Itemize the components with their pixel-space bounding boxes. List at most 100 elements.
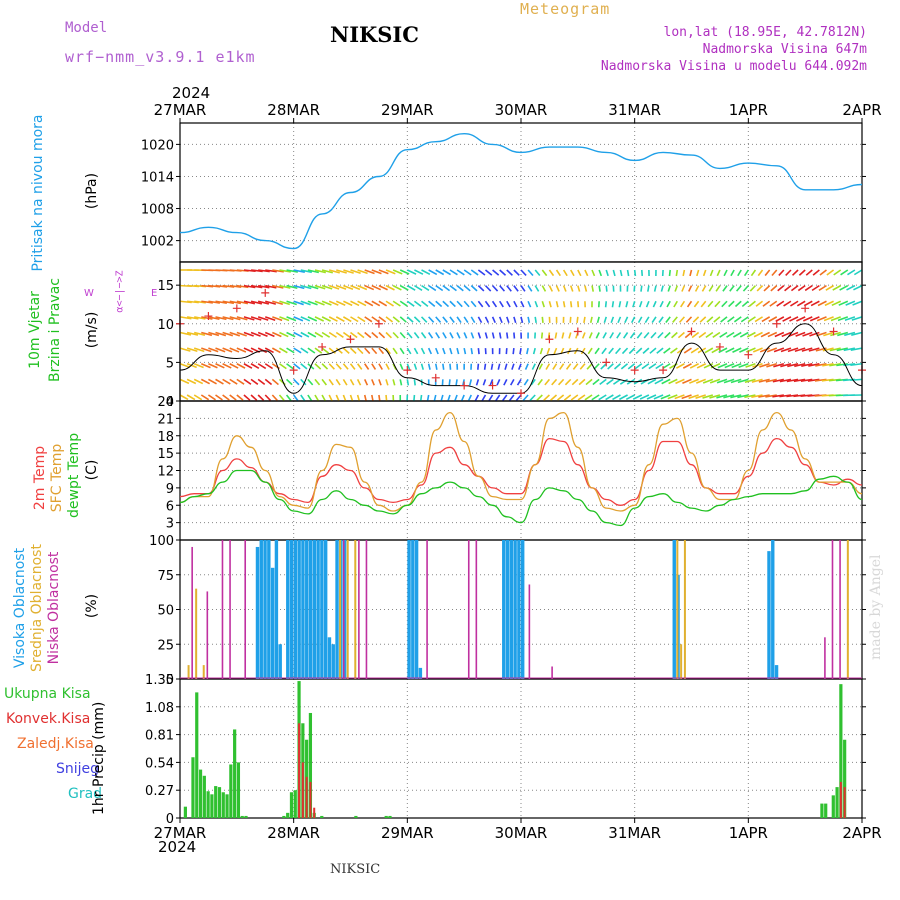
- wind-arrow: [448, 379, 451, 386]
- wind-arrow: [378, 331, 386, 339]
- wind-arrow: [786, 378, 799, 383]
- wind-arrow: [829, 347, 841, 352]
- wind-arrow: [786, 394, 799, 398]
- wind-arrow: [222, 363, 232, 369]
- wind-arrow: [548, 269, 555, 277]
- wind-arrow: [653, 285, 657, 292]
- wind-arrow: [808, 362, 820, 367]
- cloud-mid-bar: [354, 540, 357, 679]
- wind-arrow: [702, 378, 714, 384]
- wind-arrow: [613, 363, 621, 370]
- precip-total-bar: [183, 806, 187, 818]
- wind-arrow: [637, 316, 643, 324]
- wind-arrow: [293, 394, 299, 402]
- wind-arrow: [553, 347, 558, 355]
- wind-arrow: [598, 394, 607, 401]
- wind-arrow: [350, 300, 360, 307]
- wind-arrow: [822, 347, 834, 352]
- wind-arrow: [229, 363, 239, 369]
- wind-arrow: [399, 347, 405, 355]
- wind-arrow: [608, 347, 614, 355]
- precip-total-bar: [286, 812, 290, 818]
- wind-arrow: [816, 316, 827, 322]
- wind-arrow: [729, 285, 735, 292]
- wind-arrow: [577, 394, 586, 401]
- wind-arrow: [222, 347, 233, 353]
- temp-2m-line: [179, 437, 863, 506]
- precip-total-bar: [320, 815, 324, 818]
- wind-arrow: [257, 347, 268, 354]
- precip-total-bar: [221, 792, 225, 818]
- y-tick-label: 12: [157, 465, 174, 480]
- wind-arrow: [740, 316, 749, 323]
- wind-arrow: [662, 363, 671, 370]
- wind-arrow: [655, 363, 664, 370]
- wind-arrow: [179, 394, 189, 401]
- y-tick-label: 1020: [141, 138, 174, 153]
- y-tick-label: 21: [157, 412, 174, 427]
- wind-arrow: [186, 316, 199, 320]
- wind-arrow: [186, 347, 198, 353]
- wind-arrow: [442, 332, 447, 339]
- wind-arrow: [696, 269, 700, 277]
- wind-arrow: [300, 378, 307, 386]
- wind-arrow: [725, 347, 735, 354]
- wind-arrow: [293, 363, 301, 370]
- wind-arrow: [562, 285, 567, 292]
- wind-arrow: [392, 316, 400, 323]
- wind-arrow: [357, 284, 368, 291]
- wind-arrow: [385, 347, 391, 355]
- wind-arrow: [385, 316, 394, 323]
- wind-gust-marker: [687, 327, 696, 336]
- wind-arrow: [378, 363, 383, 370]
- wind-arrow: [754, 316, 763, 323]
- wind-arrow: [508, 394, 515, 402]
- wind-arrow: [850, 378, 863, 382]
- wind-arrow: [801, 362, 813, 367]
- wind-arrow: [794, 347, 806, 352]
- wind-arrow: [823, 331, 834, 337]
- wind-arrow: [194, 300, 206, 304]
- wind-gust-marker: [204, 312, 213, 321]
- wind-arrow: [456, 332, 461, 339]
- wind-arrow: [236, 378, 245, 385]
- wind-arrow: [634, 363, 643, 370]
- wind-arrow: [442, 347, 446, 355]
- wind-arrow: [392, 379, 396, 386]
- wind-arrow: [605, 269, 609, 277]
- wind-arrow: [335, 316, 345, 323]
- wind-arrow: [435, 300, 443, 308]
- wind-arrow: [650, 331, 657, 339]
- wind-gust-marker: [545, 335, 554, 344]
- wind-arrow: [321, 300, 332, 306]
- wind-arrow: [293, 331, 303, 338]
- wind-arrow: [698, 331, 707, 339]
- wind-arrow: [612, 394, 621, 401]
- wind-arrow: [293, 284, 305, 290]
- wind-arrow: [809, 316, 820, 322]
- wind-arrow: [293, 300, 304, 306]
- wind-arrow: [335, 331, 344, 338]
- wind-arrow: [502, 394, 508, 402]
- wind-arrow: [763, 285, 771, 292]
- wind-arrow: [683, 347, 692, 354]
- wind-arrow: [426, 394, 430, 402]
- cloud-high-bar: [502, 540, 506, 679]
- wind-arrow: [321, 284, 333, 290]
- wind-arrow: [222, 316, 234, 321]
- wind-arrow: [559, 363, 565, 370]
- wind-arrow: [750, 269, 757, 277]
- cloud-low-bar: [824, 637, 826, 679]
- wind-arrow: [826, 269, 835, 276]
- wind-arrow: [702, 269, 707, 277]
- wind-arrow: [601, 347, 607, 355]
- wind-arrow: [307, 394, 313, 402]
- wind-arrow: [477, 348, 480, 355]
- wind-arrow: [272, 331, 282, 338]
- wind-arrow: [356, 379, 362, 386]
- wind-arrow: [265, 284, 277, 289]
- wind-arrow: [474, 394, 480, 402]
- x-tick-label-top: 2APR: [842, 101, 881, 119]
- wind-arrow: [307, 284, 319, 290]
- wind-arrow: [718, 347, 728, 354]
